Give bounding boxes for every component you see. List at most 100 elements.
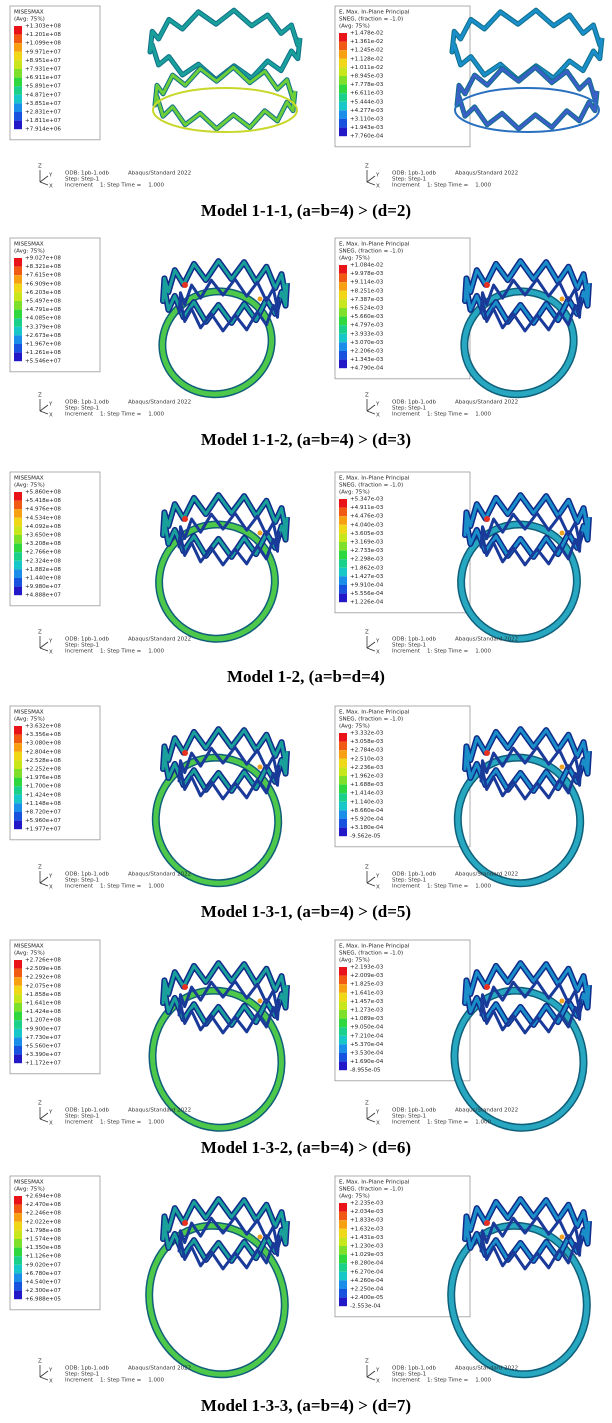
footer-solver: Abaqus/Standard 2022 (128, 400, 191, 406)
legend-value: +1.811e+07 (25, 118, 61, 124)
legend-value: +1.858e+08 (25, 992, 61, 998)
legend-swatch (14, 43, 22, 52)
legend-swatch (339, 559, 347, 568)
legend-value: +9.050e-04 (350, 1025, 384, 1031)
legend-swatch (14, 78, 22, 87)
legend-value: +1.128e-02 (350, 56, 383, 62)
legend-swatch (14, 1239, 22, 1248)
legend-title: SNEG, (fraction = -1.0) (339, 249, 403, 255)
triad-label: Z (365, 630, 369, 636)
stress-hotspot (560, 999, 565, 1004)
triad-label: X (49, 184, 53, 190)
legend-swatch (339, 76, 347, 85)
legend-value: +1.414e-03 (350, 791, 384, 797)
triad-label: Z (38, 393, 42, 399)
legend-swatch (339, 128, 347, 137)
legend-value: +4.092e+08 (25, 524, 61, 530)
legend-value: +4.277e-03 (350, 108, 384, 114)
legend-value: +3.332e-03 (350, 731, 384, 737)
legend-value: +7.730e+07 (25, 1035, 61, 1041)
legend-value: +8.321e+08 (25, 264, 61, 270)
legend-value: +1.084e-02 (350, 263, 383, 269)
triad-axis (367, 883, 375, 886)
legend-value: +4.085e+08 (25, 316, 61, 322)
footer-solver: Abaqus/Standard 2022 (455, 171, 518, 177)
legend-value: +2.009e-03 (350, 973, 384, 979)
legend-value: +3.110e-03 (350, 117, 384, 123)
legend-value: +1.688e-03 (350, 782, 384, 788)
legend-value: +5.418e+08 (25, 498, 61, 504)
legend-value: +3.605e-03 (350, 531, 384, 537)
triad-label: X (376, 184, 380, 190)
legend-swatch (14, 310, 22, 319)
legend-title: (Avg: 75%) (14, 1187, 45, 1193)
legend-title: E, Max. In-Plane Principal (339, 944, 410, 950)
legend-swatch (14, 103, 22, 112)
footer-solver: Abaqus/Standard 2022 (128, 1108, 191, 1114)
footer-solver: Abaqus/Standard 2022 (455, 1366, 518, 1372)
stent-strut (150, 10, 300, 80)
legend-value: +1.261e+08 (25, 350, 61, 356)
legend-swatch (14, 112, 22, 121)
legend-value: +1.089e-03 (350, 1016, 384, 1022)
footer-increment: Increment 1: Step Time = 1.000 (65, 649, 164, 655)
legend-swatch (339, 594, 347, 603)
legend-value: +2.292e+08 (25, 975, 61, 981)
legend-value: -2.553e-04 (350, 1304, 381, 1310)
legend-value: +1.207e+08 (25, 1018, 61, 1024)
legend-swatch (14, 812, 22, 821)
legend-value: +6.203e+08 (25, 290, 61, 296)
legend-value: +1.343e-03 (350, 357, 384, 363)
legend-swatch (339, 733, 347, 742)
legend-value: +3.650e+08 (25, 533, 61, 539)
stress-hotspot (258, 1235, 263, 1240)
legend-swatch (14, 569, 22, 578)
triad-label: X (376, 885, 380, 891)
legend-title: (Avg: 75%) (339, 24, 370, 30)
footer-increment: Increment 1: Step Time = 1.000 (392, 1378, 491, 1384)
legend-value: +6.911e+07 (25, 75, 61, 81)
stress-hotspot (182, 1220, 188, 1226)
legend-value: +3.169e-03 (350, 540, 384, 546)
legend-value: +7.914e+06 (25, 127, 61, 133)
legend-swatch (14, 769, 22, 778)
legend-swatch (339, 265, 347, 274)
legend-swatch (14, 526, 22, 535)
legend-value: +2.733e-03 (350, 548, 384, 554)
footer-increment: Increment 1: Step Time = 1.000 (392, 884, 491, 890)
legend-value: +9.900e+07 (25, 1026, 61, 1032)
triad-label: X (49, 1121, 53, 1127)
legend-value: +2.250e-04 (350, 1287, 384, 1293)
legend-value: +1.882e+08 (25, 567, 61, 573)
triad-label: X (376, 1379, 380, 1385)
legend-swatch (339, 50, 347, 59)
legend-value: +2.766e+08 (25, 550, 61, 556)
legend-value: +2.075e+08 (25, 983, 61, 989)
footer-solver: Abaqus/Standard 2022 (455, 400, 518, 406)
stress-hotspot (484, 984, 490, 990)
legend-swatch (339, 33, 347, 42)
legend-title: SNEG, (fraction = -1.0) (339, 717, 403, 723)
legend-swatch (339, 1272, 347, 1281)
legend-swatch (14, 1273, 22, 1282)
legend-swatch (339, 1053, 347, 1062)
legend-title: MISESMAX (14, 710, 44, 716)
legend-swatch (339, 1001, 347, 1010)
legend-value: +9.980e+07 (25, 584, 61, 590)
stress-hotspot (182, 750, 188, 756)
legend-value: +1.172e+07 (25, 1061, 61, 1067)
legend-swatch (339, 568, 347, 577)
legend-swatch (339, 525, 347, 534)
legend-swatch (339, 828, 347, 837)
legend-value: +6.909e+08 (25, 281, 61, 287)
legend-swatch (14, 1230, 22, 1239)
legend-value: +5.860e+08 (25, 490, 61, 496)
legend-swatch (339, 1255, 347, 1264)
legend-swatch (14, 301, 22, 310)
triad-label: Y (375, 874, 380, 880)
triad-label: Y (48, 639, 53, 645)
legend-swatch (14, 969, 22, 978)
legend-swatch (339, 1220, 347, 1229)
legend-value: +3.070e-03 (350, 340, 384, 346)
footer-solver: Abaqus/Standard 2022 (455, 1108, 518, 1114)
